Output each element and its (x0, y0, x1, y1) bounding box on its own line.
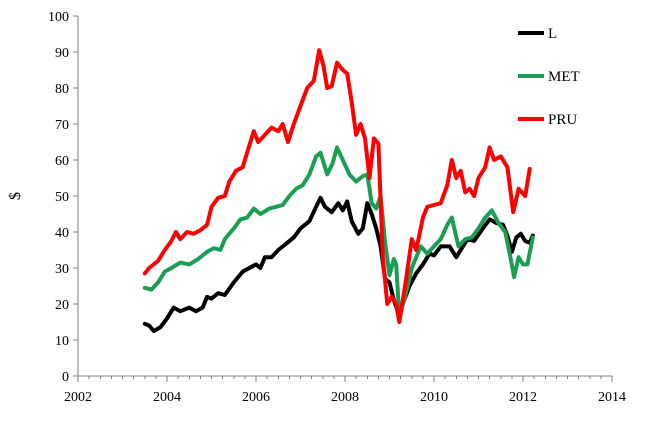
y-tick-label: 60 (55, 154, 69, 169)
tick-labels: 0 10 20 30 40 50 60 70 80 90 100 2002 2004 2006 2008 20… (48, 10, 626, 405)
x-tick-label: 2012 (509, 390, 537, 405)
y-tick-label: 10 (55, 334, 69, 349)
y-axis-title: $ (7, 192, 24, 200)
x-tick-label: 2002 (64, 390, 92, 405)
y-tick-label: 80 (55, 82, 69, 97)
ticks (73, 15, 613, 382)
x-tick-label: 2004 (153, 390, 181, 405)
x-tick-label: 2008 (331, 390, 359, 405)
y-tick-label: 90 (55, 46, 69, 61)
y-tick-label: 30 (55, 262, 69, 277)
y-tick-label: 40 (55, 226, 69, 241)
series-layer (142, 48, 535, 333)
series-line-l (142, 195, 535, 333)
series-line-pru (142, 48, 532, 324)
y-tick-label: 100 (48, 10, 69, 25)
legend-label-l: L (548, 26, 557, 42)
legend-label-met: MET (548, 69, 580, 85)
x-tick-label: 2010 (420, 390, 448, 405)
y-tick-label: 0 (62, 370, 69, 385)
legend-label-pru: PRU (548, 112, 577, 128)
y-tick-label: 70 (55, 118, 69, 133)
series-line-met (142, 145, 535, 319)
x-tick-label: 2014 (598, 390, 626, 405)
y-tick-label: 20 (55, 298, 69, 313)
y-tick-label: 50 (55, 190, 69, 205)
legend: L MET PRU (518, 26, 580, 128)
x-tick-label: 2006 (242, 390, 270, 405)
